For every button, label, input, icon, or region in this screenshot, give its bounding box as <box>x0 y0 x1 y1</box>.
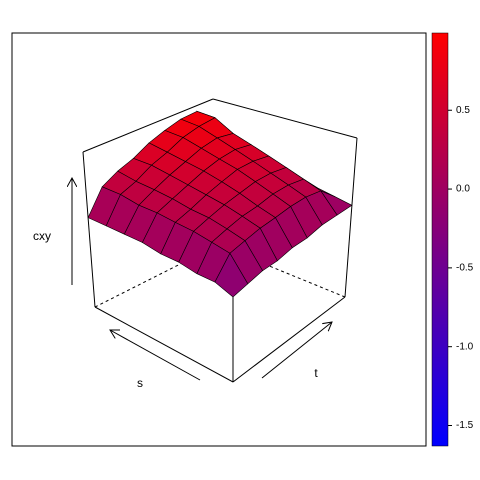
colorbar <box>431 32 449 447</box>
box-edge <box>232 296 346 383</box>
colorbar-ticks: 0.5 0.0 -0.5 -1.0 -1.5 <box>448 105 474 431</box>
plot-frame <box>11 32 427 447</box>
colorbar-tick-label: 0.5 <box>456 105 470 116</box>
axis-arrow <box>261 322 332 379</box>
x-axis-label: s <box>137 376 143 390</box>
colorbar-tick-label: -1.0 <box>456 341 474 352</box>
box-edge <box>82 98 214 153</box>
surface <box>87 110 353 298</box>
surface-facet <box>214 252 249 298</box>
box-edge <box>344 137 358 298</box>
colorbar-tick-label: 0.0 <box>456 184 470 195</box>
colorbar-tick-label: -0.5 <box>456 263 474 274</box>
box-edge <box>82 151 96 308</box>
colorbar-tick-label: -1.5 <box>456 420 474 431</box>
box-edge <box>212 98 358 139</box>
box-edge <box>94 306 234 383</box>
z-axis-label: cxy <box>33 229 51 243</box>
y-axis-label: t <box>314 366 318 380</box>
axis-arrow <box>110 330 201 381</box>
